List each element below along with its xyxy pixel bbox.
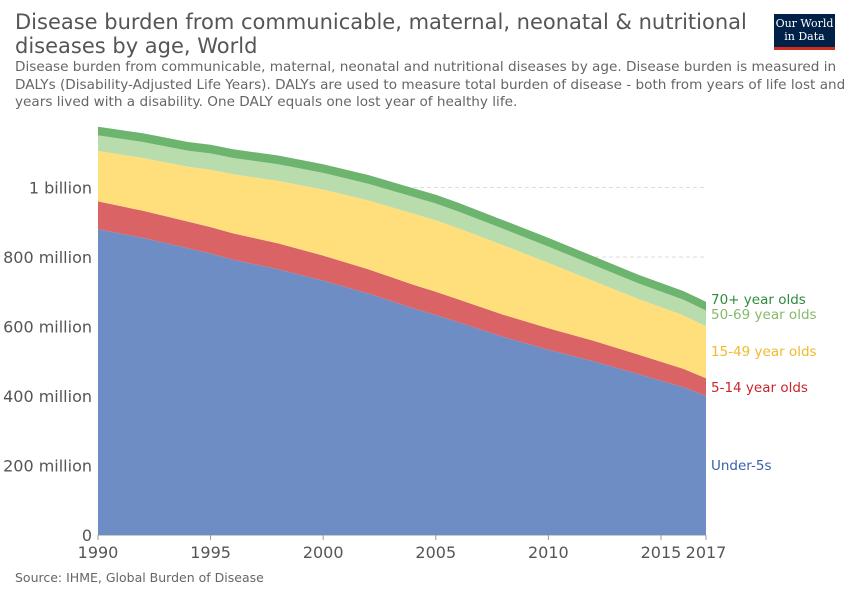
series-labels: Under-5s 5-14 year olds 15-49 year olds 50-… — [711, 292, 817, 474]
chart-subtitle-line1: Disease burden from communicable, matern… — [15, 59, 837, 75]
x-tick-label: 2015 — [641, 543, 682, 562]
y-tick-label: 1 billion — [29, 179, 92, 198]
series-label[interactable]: 50-69 year olds — [711, 307, 817, 323]
x-tick-label: 2017 — [686, 543, 727, 562]
chart-title: Disease burden from communicable, matern… — [15, 10, 770, 58]
logo-line1: Our World — [775, 17, 834, 30]
source-note[interactable]: Source: IHME, Global Burden of Disease — [15, 570, 264, 585]
chart-subtitle-line2: DALYs (Disability-Adjusted Life Years). … — [15, 76, 846, 93]
area-5-14-year-olds[interactable] — [98, 201, 706, 396]
series-label[interactable]: 15-49 year olds — [711, 344, 817, 360]
y-tick-label: 200 million — [3, 457, 92, 476]
area-50-69-year-olds[interactable] — [98, 135, 706, 327]
logo-line2: in Data — [784, 30, 825, 43]
x-tick-label: 2005 — [415, 543, 456, 562]
x-tick-label: 2000 — [303, 543, 344, 562]
owid-logo[interactable]: Our World in Data — [774, 14, 835, 50]
y-tick-label: 600 million — [3, 318, 92, 337]
y-tick-label: 400 million — [3, 387, 92, 406]
chart-subtitle-line3: years lived with a disability. One DALY … — [15, 94, 518, 110]
x-tick-label: 1990 — [78, 543, 119, 562]
area-15-49-year-olds[interactable] — [98, 151, 706, 379]
chart-subtitle: Disease burden from communicable, matern… — [15, 59, 850, 113]
area-under-5s[interactable] — [98, 229, 706, 535]
chart-title-line2: diseases by age, World — [15, 34, 258, 58]
x-axis-ticks: 1990 1995 2000 2005 2010 2015 2017 — [78, 535, 727, 562]
chart-title-line1: Disease burden from communicable, matern… — [15, 10, 747, 34]
y-tick-label: 800 million — [3, 248, 92, 267]
series-label[interactable]: Under-5s — [711, 458, 772, 474]
chart-areas — [98, 126, 706, 535]
series-label[interactable]: 70+ year olds — [711, 292, 806, 308]
x-tick-label: 2010 — [528, 543, 569, 562]
series-label[interactable]: 5-14 year olds — [711, 380, 808, 396]
y-axis-ticks: 0 200 million 400 million 600 million 800 mi… — [3, 179, 92, 546]
x-tick-label: 1995 — [190, 543, 231, 562]
y-tick-label: 0 — [82, 526, 92, 545]
